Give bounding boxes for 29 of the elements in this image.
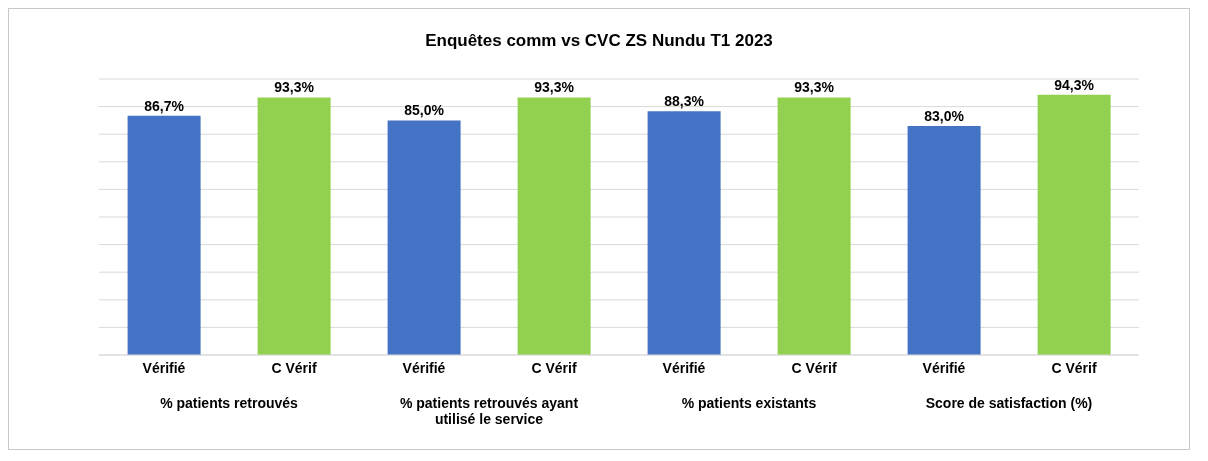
x-tick-label: C Vérif <box>271 359 317 376</box>
x-tick-label: C Vérif <box>1051 359 1097 376</box>
data-label: 88,3% <box>664 93 705 110</box>
data-label: 93,3% <box>534 79 575 96</box>
text: Score de satisfaction (%) <box>924 395 1094 413</box>
data-label: 93,3% <box>274 79 315 96</box>
data-label: 86,7% <box>144 97 185 114</box>
data-label: 85,0% <box>404 102 445 119</box>
bar <box>647 111 721 355</box>
text: % patients retrouvés ayant utilisé le service <box>398 395 580 427</box>
bar <box>777 97 851 355</box>
data-label: 93,3% <box>794 79 835 96</box>
bar <box>1037 94 1111 355</box>
bar <box>387 120 461 355</box>
bar <box>907 125 981 355</box>
x-tick-label: C Vérif <box>531 359 577 376</box>
text: % patients retrouvés <box>159 395 299 413</box>
text: % patients existants <box>680 395 818 413</box>
bar <box>517 97 591 355</box>
chart-title: Enquêtes comm vs CVC ZS Nundu T1 2023 <box>424 30 774 52</box>
x-tick-label: Vérifié <box>922 359 966 376</box>
data-label: 83,0% <box>924 107 965 124</box>
x-tick-label: C Vérif <box>791 359 837 376</box>
x-tick-label: Vérifié <box>662 359 706 376</box>
x-tick-label: Vérifié <box>142 359 186 376</box>
data-label: 94,3% <box>1054 76 1095 93</box>
bar <box>257 97 331 355</box>
x-tick-label: Vérifié <box>402 359 446 376</box>
bar <box>127 115 201 355</box>
